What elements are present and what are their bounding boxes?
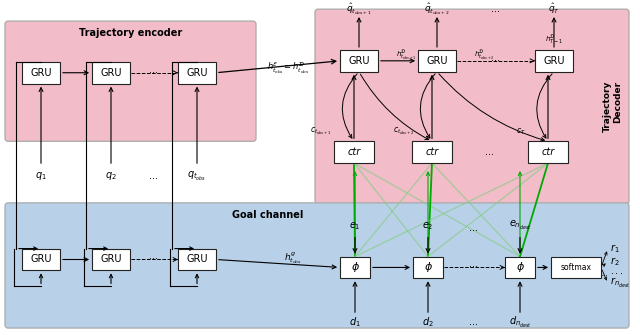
Text: GRU: GRU bbox=[186, 68, 208, 78]
Text: ···: ··· bbox=[150, 68, 159, 78]
FancyBboxPatch shape bbox=[92, 62, 130, 84]
Text: $c_{t_{obs+1}}$: $c_{t_{obs+1}}$ bbox=[310, 126, 332, 137]
Text: $h^{\mathcal{E}}_{t_{obs}}=h^{\mathcal{D}}_{t_{obs}}$: $h^{\mathcal{E}}_{t_{obs}}=h^{\mathcal{D… bbox=[267, 61, 309, 76]
Text: $e_1$: $e_1$ bbox=[349, 220, 361, 231]
Text: ...: ... bbox=[600, 269, 609, 278]
Text: GRU: GRU bbox=[543, 56, 564, 66]
Text: $\phi$: $\phi$ bbox=[515, 260, 525, 274]
Text: $d_1$: $d_1$ bbox=[349, 315, 361, 329]
FancyBboxPatch shape bbox=[5, 203, 629, 328]
Text: Trajectory
Decoder: Trajectory Decoder bbox=[603, 81, 622, 132]
Text: $e_{n_{dest}}$: $e_{n_{dest}}$ bbox=[509, 219, 531, 232]
Text: $\phi$: $\phi$ bbox=[424, 260, 433, 274]
Text: $r_2$: $r_2$ bbox=[610, 255, 620, 268]
Text: $\hat{q}_{t_{obs+1}}$: $\hat{q}_{t_{obs+1}}$ bbox=[346, 2, 372, 17]
Text: $r_{n_{dest}}$: $r_{n_{dest}}$ bbox=[610, 276, 631, 290]
Text: $c_{t_{obs+2}}$: $c_{t_{obs+2}}$ bbox=[392, 126, 414, 137]
FancyBboxPatch shape bbox=[178, 249, 216, 270]
Text: $\hat{q}_{t_{obs+2}}$: $\hat{q}_{t_{obs+2}}$ bbox=[424, 2, 450, 17]
Text: GRU: GRU bbox=[100, 68, 122, 78]
Text: $r_1$: $r_1$ bbox=[610, 242, 620, 255]
FancyBboxPatch shape bbox=[418, 50, 456, 72]
Text: $q_2$: $q_2$ bbox=[105, 170, 117, 182]
Text: $d_2$: $d_2$ bbox=[422, 315, 434, 329]
Text: GRU: GRU bbox=[348, 56, 370, 66]
Text: ...: ... bbox=[491, 4, 500, 14]
Text: $\hat{q}_{T}$: $\hat{q}_{T}$ bbox=[548, 2, 560, 16]
Text: $...$: $...$ bbox=[610, 267, 624, 276]
FancyBboxPatch shape bbox=[92, 249, 130, 270]
FancyBboxPatch shape bbox=[334, 141, 374, 163]
Text: Trajectory encoder: Trajectory encoder bbox=[79, 28, 182, 38]
FancyBboxPatch shape bbox=[528, 141, 568, 163]
Text: $h^{\mathcal{D}}_{t_{obs+1}}$: $h^{\mathcal{D}}_{t_{obs+1}}$ bbox=[396, 48, 416, 62]
Text: ...: ... bbox=[486, 147, 495, 157]
Text: $q_1$: $q_1$ bbox=[35, 170, 47, 182]
FancyBboxPatch shape bbox=[5, 21, 256, 141]
Text: ctr: ctr bbox=[348, 147, 360, 157]
Text: ···: ··· bbox=[470, 262, 479, 272]
Text: $c_{T}$: $c_{T}$ bbox=[516, 127, 526, 137]
FancyBboxPatch shape bbox=[551, 257, 601, 278]
Text: GRU: GRU bbox=[100, 255, 122, 265]
FancyBboxPatch shape bbox=[22, 62, 60, 84]
Text: GRU: GRU bbox=[30, 255, 52, 265]
Text: ···: ··· bbox=[491, 56, 500, 66]
Text: ctr: ctr bbox=[541, 147, 555, 157]
Text: GRU: GRU bbox=[186, 255, 208, 265]
FancyBboxPatch shape bbox=[340, 50, 378, 72]
FancyBboxPatch shape bbox=[178, 62, 216, 84]
Text: $h^{\mathcal{D}}_{t_{obs+2}}$: $h^{\mathcal{D}}_{t_{obs+2}}$ bbox=[474, 48, 494, 62]
Text: GRU: GRU bbox=[426, 56, 448, 66]
Text: $e_2$: $e_2$ bbox=[422, 220, 434, 231]
Text: ...: ... bbox=[470, 223, 479, 233]
Text: $d_{n_{dest}}$: $d_{n_{dest}}$ bbox=[509, 315, 531, 330]
FancyBboxPatch shape bbox=[22, 249, 60, 270]
Text: ...: ... bbox=[150, 171, 159, 181]
FancyBboxPatch shape bbox=[413, 257, 443, 278]
FancyBboxPatch shape bbox=[535, 50, 573, 72]
FancyBboxPatch shape bbox=[340, 257, 370, 278]
Text: Goal channel: Goal channel bbox=[232, 210, 303, 220]
Text: GRU: GRU bbox=[30, 68, 52, 78]
Text: $h^g_{t_{obs}}$: $h^g_{t_{obs}}$ bbox=[284, 250, 302, 266]
FancyBboxPatch shape bbox=[412, 141, 452, 163]
Text: $\phi$: $\phi$ bbox=[351, 260, 360, 274]
Text: ctr: ctr bbox=[426, 147, 438, 157]
Text: $h^{\mathcal{D}}_{T-1}$: $h^{\mathcal{D}}_{T-1}$ bbox=[545, 34, 563, 46]
Text: softmax: softmax bbox=[561, 263, 591, 272]
Text: ...: ... bbox=[470, 317, 479, 327]
Text: $q_{t_{obs}}$: $q_{t_{obs}}$ bbox=[188, 170, 207, 183]
FancyBboxPatch shape bbox=[505, 257, 535, 278]
FancyBboxPatch shape bbox=[315, 9, 629, 204]
Text: ···: ··· bbox=[150, 255, 159, 265]
